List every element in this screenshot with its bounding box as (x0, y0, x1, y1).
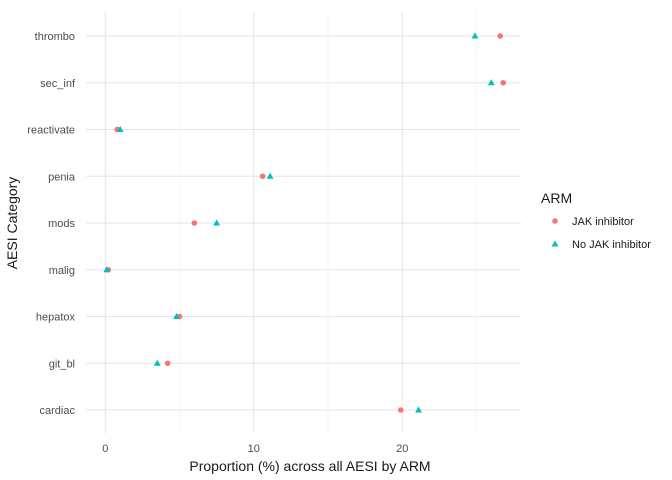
y-tick-label: thrombo (35, 31, 75, 43)
x-tick-label: 20 (396, 443, 408, 455)
x-axis-title: Proportion (%) across all AESI by ARM (189, 458, 430, 474)
x-tick-label: 0 (102, 443, 108, 455)
point-no-jak-inhibitor (116, 125, 124, 133)
y-tick-label: mods (48, 218, 75, 230)
grid (86, 12, 521, 433)
point-jak-inhibitor (164, 360, 171, 367)
y-tick-label: cardiac (40, 405, 76, 417)
point-no-jak-inhibitor (266, 172, 274, 179)
legend-label: No JAK inhibitor (572, 239, 651, 251)
y-tick-label: penia (48, 171, 76, 183)
data-points (103, 32, 506, 413)
point-no-jak-inhibitor (173, 312, 180, 320)
point-jak-inhibitor (259, 173, 266, 180)
y-tick-label: malig (49, 265, 75, 277)
y-tick-label: git_bl (49, 358, 75, 370)
point-no-jak-inhibitor (487, 79, 495, 86)
point-no-jak-inhibitor (103, 266, 111, 273)
point-no-jak-inhibitor (153, 359, 161, 366)
point-no-jak-inhibitor (415, 406, 422, 413)
point-jak-inhibitor (500, 79, 506, 86)
point-no-jak-inhibitor (471, 32, 479, 39)
legend-key-circle (552, 218, 558, 224)
point-no-jak-inhibitor (213, 219, 221, 226)
y-axis-ticks: cardiac git_bl hepatox malig mods penia reacti… (27, 31, 76, 417)
point-jak-inhibitor (191, 220, 198, 226)
y-axis-title: AESI Category (4, 177, 20, 270)
y-tick-label: hepatox (36, 312, 76, 324)
y-tick-label: reactivate (27, 125, 75, 137)
legend: ARM JAK inhibitor No JAK inhibitor (541, 190, 651, 251)
point-jak-inhibitor (497, 33, 504, 39)
legend-label: JAK inhibitor (572, 216, 634, 228)
y-tick-label: sec_inf (40, 78, 76, 90)
x-tick-label: 10 (248, 443, 260, 455)
legend-key-triangle (551, 240, 559, 247)
x-axis-ticks: 0 10 20 (102, 443, 408, 455)
point-jak-inhibitor (397, 407, 404, 413)
legend-title: ARM (541, 190, 572, 206)
